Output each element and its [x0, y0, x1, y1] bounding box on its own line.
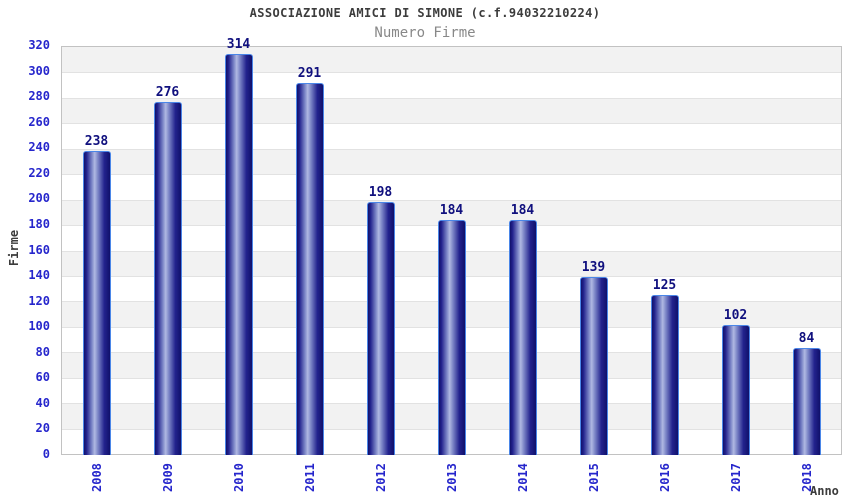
chart-title: ASSOCIAZIONE AMICI DI SIMONE (c.f.940322…	[249, 6, 601, 20]
bar-value-2017: 102	[723, 308, 748, 323]
bar-2012	[366, 202, 395, 455]
plot-band	[62, 47, 841, 73]
x-axis-title: Anno	[810, 484, 839, 498]
y-tick-label-60: 60	[35, 370, 50, 385]
y-tick-label-200: 200	[28, 191, 50, 206]
x-tick-label-2018: 2018	[799, 463, 814, 492]
bar-value-2008: 238	[84, 134, 109, 149]
bar-value-2014: 184	[510, 203, 535, 218]
x-tick-label-2011: 2011	[302, 463, 317, 492]
bar-2016	[650, 295, 679, 455]
y-tick-label-100: 100	[28, 319, 50, 334]
plot-band	[62, 72, 841, 97]
x-tick-label-2014: 2014	[515, 463, 530, 492]
plot-band	[62, 148, 841, 175]
x-tick-label-2017: 2017	[728, 463, 743, 492]
y-tick-label-40: 40	[35, 395, 50, 410]
x-tick-label-2015: 2015	[586, 463, 601, 492]
plot-band	[62, 97, 841, 124]
bar-2009	[153, 102, 182, 455]
y-tick-label-180: 180	[28, 216, 50, 231]
bar-value-2011: 291	[297, 66, 322, 81]
y-tick-label-300: 300	[28, 63, 50, 78]
x-tick-label-2008: 2008	[89, 463, 104, 492]
y-tick-label-280: 280	[28, 89, 50, 104]
x-tick-label-2010: 2010	[231, 463, 246, 492]
bar-2013	[437, 220, 466, 455]
y-tick-label-240: 240	[28, 140, 50, 155]
y-tick-label-0: 0	[42, 447, 50, 461]
bar-value-2015: 139	[581, 260, 606, 275]
bar-2014	[508, 220, 537, 455]
bar-2017	[721, 325, 750, 455]
bar-value-2018: 84	[798, 331, 815, 346]
plot-area	[61, 46, 842, 455]
y-tick-label-120: 120	[28, 293, 50, 308]
bar-2008	[82, 151, 111, 455]
bar-value-2009: 276	[155, 85, 180, 100]
y-tick-label-140: 140	[28, 268, 50, 283]
bar-2015	[579, 277, 608, 455]
chart-subtitle: Numero Firme	[374, 25, 476, 41]
y-tick-label-260: 260	[28, 114, 50, 129]
y-tick-label-160: 160	[28, 242, 50, 257]
plot-band	[62, 123, 841, 148]
bar-2011	[295, 83, 324, 455]
y-tick-label-320: 320	[28, 38, 50, 52]
y-tick-label-220: 220	[28, 165, 50, 180]
bar-2010	[224, 54, 253, 455]
bar-value-2016: 125	[652, 278, 677, 293]
bar-value-2012: 198	[368, 185, 393, 200]
y-tick-label-80: 80	[35, 344, 50, 359]
plot-band	[62, 174, 841, 199]
x-tick-label-2012: 2012	[373, 463, 388, 492]
x-tick-label-2013: 2013	[444, 463, 459, 492]
bar-2018	[792, 348, 821, 455]
x-tick-label-2016: 2016	[657, 463, 672, 492]
bar-value-2010: 314	[226, 37, 251, 52]
y-tick-label-20: 20	[35, 421, 50, 436]
bar-value-2013: 184	[439, 203, 464, 218]
x-tick-label-2009: 2009	[160, 463, 175, 492]
